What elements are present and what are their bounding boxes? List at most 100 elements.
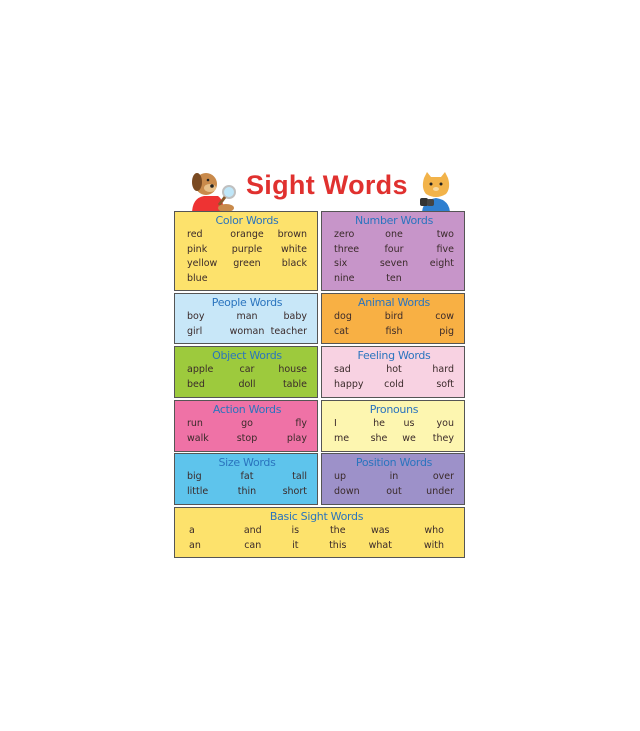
sight-word: five bbox=[436, 243, 454, 255]
sight-word: fly bbox=[295, 418, 307, 429]
sight-word: woman bbox=[229, 325, 265, 337]
sight-word: apple bbox=[187, 364, 214, 375]
sight-word: thin bbox=[237, 485, 257, 497]
sight-word: he bbox=[373, 418, 385, 429]
sight-word: seven bbox=[379, 258, 409, 269]
sight-word: red bbox=[187, 229, 203, 240]
sight-word: us bbox=[403, 418, 415, 429]
sight-word: cold bbox=[384, 378, 404, 390]
sight-word bbox=[267, 272, 307, 287]
word-row: boy man baby bbox=[187, 310, 307, 325]
word-box-animal-words: Animal Words dog bird cow cat fish pig bbox=[321, 293, 465, 344]
sight-word: fat bbox=[240, 471, 254, 482]
sight-word: man bbox=[236, 311, 258, 322]
word-row: yellow green black bbox=[187, 257, 307, 272]
sight-word: four bbox=[384, 243, 404, 255]
sight-word: is bbox=[291, 525, 300, 536]
sight-word: yellow bbox=[187, 258, 218, 269]
word-row: big fat tall bbox=[187, 470, 307, 485]
sight-word: blue bbox=[187, 272, 208, 284]
sight-word: brown bbox=[277, 229, 307, 240]
word-row: happy cold soft bbox=[334, 378, 454, 393]
word-box-feeling-words: Feeling Words sad hot hard happy cold soft bbox=[321, 346, 465, 398]
sight-word: an bbox=[189, 539, 201, 551]
box-heading: Object Words bbox=[212, 349, 282, 362]
sight-word: baby bbox=[283, 311, 307, 322]
sight-word: over bbox=[432, 471, 454, 482]
sight-word: run bbox=[187, 418, 203, 429]
sight-word: the bbox=[329, 525, 346, 536]
sight-word: cow bbox=[435, 311, 454, 322]
word-row: apple car house bbox=[187, 363, 307, 378]
sight-word: you bbox=[436, 418, 454, 429]
dog-mascot-icon bbox=[192, 173, 236, 214]
sight-word: out bbox=[386, 485, 402, 497]
sight-word: short bbox=[282, 485, 307, 497]
word-row: nine ten bbox=[334, 272, 454, 287]
word-row: blue bbox=[187, 272, 307, 287]
sight-word: cat bbox=[334, 325, 349, 337]
box-heading: Size Words bbox=[218, 456, 276, 469]
sight-word: black bbox=[281, 258, 307, 269]
sight-word: walk bbox=[187, 432, 209, 444]
sight-word: under bbox=[426, 485, 454, 497]
word-box-color-words: Color Words red orange brown pink purple white… bbox=[174, 211, 318, 291]
sight-word bbox=[227, 272, 267, 287]
sight-word: can bbox=[244, 539, 262, 551]
sight-word: white bbox=[281, 243, 307, 255]
sight-word: was bbox=[370, 525, 390, 536]
word-row: a and is the was who bbox=[189, 524, 444, 539]
sight-word: go bbox=[241, 418, 253, 429]
sight-word: house bbox=[278, 364, 307, 375]
sight-word: dog bbox=[334, 311, 352, 322]
sight-word: pig bbox=[439, 325, 454, 337]
word-row: six seven eight bbox=[334, 257, 454, 272]
sight-word: tall bbox=[292, 471, 307, 482]
word-row: little thin short bbox=[187, 485, 307, 500]
word-row: run go fly bbox=[187, 417, 307, 432]
sight-word: boy bbox=[187, 311, 205, 322]
sight-word: who bbox=[424, 525, 444, 536]
sight-word: what bbox=[368, 539, 392, 551]
sight-word: eight bbox=[429, 258, 454, 269]
word-row: me she we they bbox=[334, 432, 454, 447]
word-row: girl woman teacher bbox=[187, 325, 307, 340]
word-row: pink purple white bbox=[187, 243, 307, 258]
sight-word: fish bbox=[385, 325, 403, 337]
word-box-object-words: Object Words apple car house bed doll table bbox=[174, 346, 318, 398]
sight-word: sad bbox=[334, 364, 351, 375]
word-row: an can it this what with bbox=[189, 539, 444, 554]
box-heading: Feeling Words bbox=[357, 349, 431, 362]
cat-mascot-icon bbox=[420, 172, 450, 214]
sight-word: nine bbox=[334, 272, 355, 284]
word-box-size-words: Size Words big fat tall little thin short bbox=[174, 453, 318, 505]
sight-word: hot bbox=[386, 364, 402, 375]
word-row: zero one two bbox=[334, 228, 454, 243]
sight-word: stop bbox=[236, 432, 258, 444]
word-row: red orange brown bbox=[187, 228, 307, 243]
sight-word: it bbox=[292, 539, 299, 551]
box-heading: People Words bbox=[211, 296, 283, 309]
word-row: cat fish pig bbox=[334, 325, 454, 340]
sight-word: I bbox=[334, 418, 337, 429]
sight-word: in bbox=[389, 471, 399, 482]
sight-word: pink bbox=[187, 243, 208, 255]
word-box-people-words: People Words boy man baby girl woman teacher bbox=[174, 293, 318, 344]
word-row: dog bird cow bbox=[334, 310, 454, 325]
box-heading: Position Words bbox=[355, 456, 433, 469]
sight-word: bird bbox=[384, 311, 404, 322]
word-box-number-words: Number Words zero one two three four five six se… bbox=[321, 211, 465, 291]
box-heading: Basic Sight Words bbox=[269, 510, 364, 523]
word-row: down out under bbox=[334, 485, 454, 500]
word-row: bed doll table bbox=[187, 378, 307, 393]
sight-word: up bbox=[334, 471, 347, 482]
sight-word: six bbox=[334, 258, 348, 269]
page-title: Sight Words bbox=[246, 170, 408, 200]
box-heading: Number Words bbox=[354, 214, 434, 227]
word-box-action-words: Action Words run go fly walk stop play bbox=[174, 400, 318, 452]
sight-word: orange bbox=[230, 229, 264, 240]
sight-word: green bbox=[233, 258, 261, 269]
sight-word: one bbox=[385, 229, 403, 240]
